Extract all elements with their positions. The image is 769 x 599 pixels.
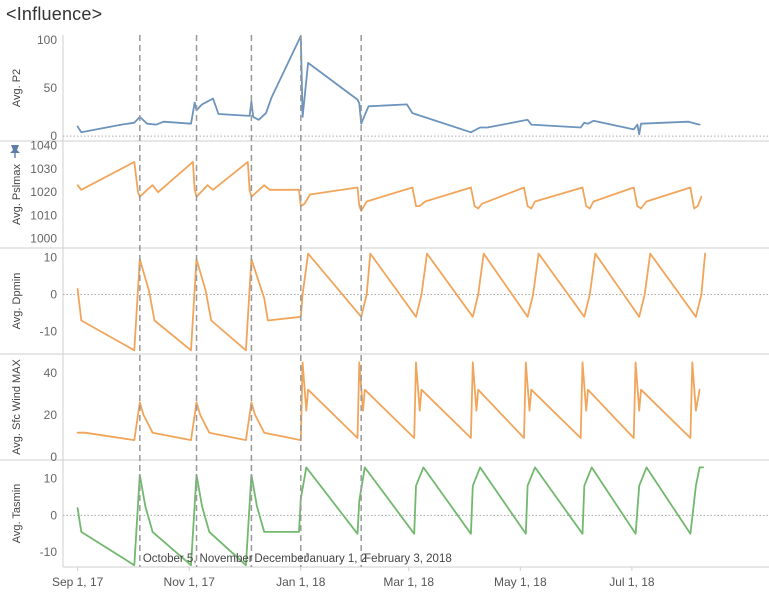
y-tick-label: -10 — [40, 545, 58, 559]
y-axis-label: Avg. Dpmin — [11, 273, 23, 330]
series-line — [76, 252, 706, 352]
y-tick-label: 20 — [44, 408, 58, 422]
reference-line-label: February 3, 2018 — [364, 553, 452, 565]
y-tick-label: 50 — [44, 81, 58, 95]
series-line — [76, 160, 703, 212]
reference-line-label: January 1, 2 — [304, 553, 367, 565]
y-axis-label: Avg. Sfc Wind MAX — [11, 358, 23, 454]
y-tick-label: 10 — [44, 250, 58, 264]
reference-line-label: November — [200, 553, 253, 565]
y-tick-label: 0 — [50, 508, 57, 522]
series-line — [76, 35, 701, 136]
y-tick-label: 1010 — [30, 208, 57, 222]
panel-3: -10 0 10 Avg. Dpmin — [11, 250, 768, 352]
y-tick-label: 1020 — [30, 185, 57, 199]
x-tick-label: May 1, 18 — [494, 575, 547, 589]
y-tick-label: 1000 — [30, 232, 57, 246]
panel-4: 0 20 40 Avg. Sfc Wind MAX — [11, 358, 701, 464]
chart-title: <Influence> — [6, 4, 103, 24]
x-tick-label: Sep 1, 17 — [52, 575, 104, 589]
y-tick-label: 1040 — [30, 139, 57, 153]
panel-5: -10 0 10 Avg. Tasmin — [11, 466, 768, 567]
reference-line-label: October 5, — [143, 553, 197, 565]
series-line — [76, 361, 701, 442]
y-tick-label: 1030 — [30, 162, 57, 176]
y-axis-label: Avg. Tasmin — [11, 484, 23, 544]
x-tick-label: Jul 1, 18 — [609, 575, 655, 589]
y-tick-label: 0 — [50, 287, 57, 301]
x-tick-label: Mar 1, 18 — [383, 575, 434, 589]
reference-line-label: December — [254, 553, 307, 565]
x-tick-label: Jan 1, 18 — [276, 575, 326, 589]
y-axis-label: Avg. P2 — [11, 69, 23, 107]
panel-1: 0 50 100 Avg. P2 — [11, 33, 768, 143]
y-tick-label: 10 — [44, 471, 58, 485]
y-tick-label: -10 — [40, 325, 58, 339]
pushpin-head — [10, 145, 20, 153]
x-tick-label: Nov 1, 17 — [164, 575, 216, 589]
y-tick-label: 0 — [50, 129, 57, 143]
y-tick-label: 0 — [50, 450, 57, 464]
y-axis-label: Avg. Pslmax — [11, 164, 23, 225]
series-line — [76, 466, 705, 567]
y-tick-label: 100 — [37, 33, 57, 47]
panel-2: 1000 1010 1020 1030 1040 Avg. Pslmax — [11, 139, 703, 246]
pushpin-icon — [10, 145, 20, 158]
y-tick-label: 40 — [44, 366, 58, 380]
